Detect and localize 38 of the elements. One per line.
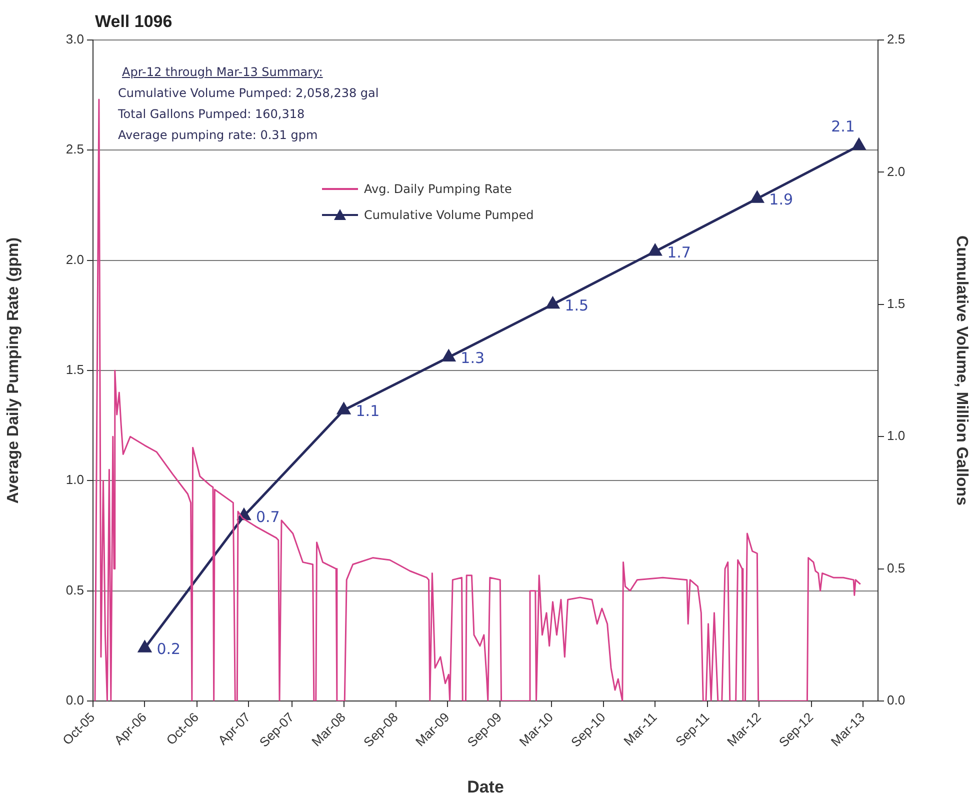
y-axis-title: Average Daily Pumping Rate (gpm)	[5, 237, 22, 504]
y-tick-label: 0.0	[66, 692, 84, 708]
y2-tick-label: 2.5	[887, 32, 906, 47]
point	[138, 640, 152, 652]
y2-tick-label: 1.5	[887, 296, 906, 311]
data-label: 0.7	[256, 508, 280, 526]
y2-tick-label: 2.0	[887, 164, 906, 179]
y2-tick-label: 0.0	[887, 692, 906, 708]
data-label: 2.1	[831, 118, 855, 136]
data-label: 1.7	[667, 243, 691, 262]
point	[442, 350, 456, 362]
annotation: Total Gallons Pumped: 160,318	[118, 106, 306, 123]
y2-axis-title: Cumulative Volume, Million Gallons	[952, 236, 970, 506]
point	[852, 138, 866, 150]
annotation: Cumulative Volume Pumped: 2,058,238 gal	[118, 85, 379, 102]
y-tick-label: 2.0	[66, 252, 84, 267]
point	[546, 297, 560, 309]
legend-label: Avg. Daily Pumping Rate	[364, 181, 512, 198]
y-tick-label: 2.5	[66, 142, 84, 157]
annotation: Apr-12 through Mar-13 Summary:	[122, 64, 324, 81]
chart-title: Well 1096	[95, 12, 172, 32]
point	[750, 191, 764, 203]
y-tick-label: 3.0	[66, 32, 84, 47]
data-label: 1.1	[356, 402, 380, 420]
data-label: 1.3	[460, 349, 485, 368]
y-tick-label: 1.0	[66, 472, 84, 488]
data-label: 0.2	[156, 640, 181, 658]
y2-tick-label: 0.5	[887, 560, 906, 576]
point	[648, 244, 662, 256]
legend-label: Cumulative Volume Pumped	[364, 207, 534, 224]
x-axis-title: Date	[467, 777, 504, 796]
point	[337, 402, 350, 414]
y-tick-label: 0.5	[66, 582, 84, 598]
y2-tick-label: 1.0	[887, 428, 906, 444]
data-label: 1.9	[769, 190, 794, 209]
annotation: Average pumping rate: 0.31 gpm	[118, 127, 319, 144]
data-label: 1.5	[564, 296, 589, 314]
y-tick-label: 1.5	[66, 362, 84, 378]
